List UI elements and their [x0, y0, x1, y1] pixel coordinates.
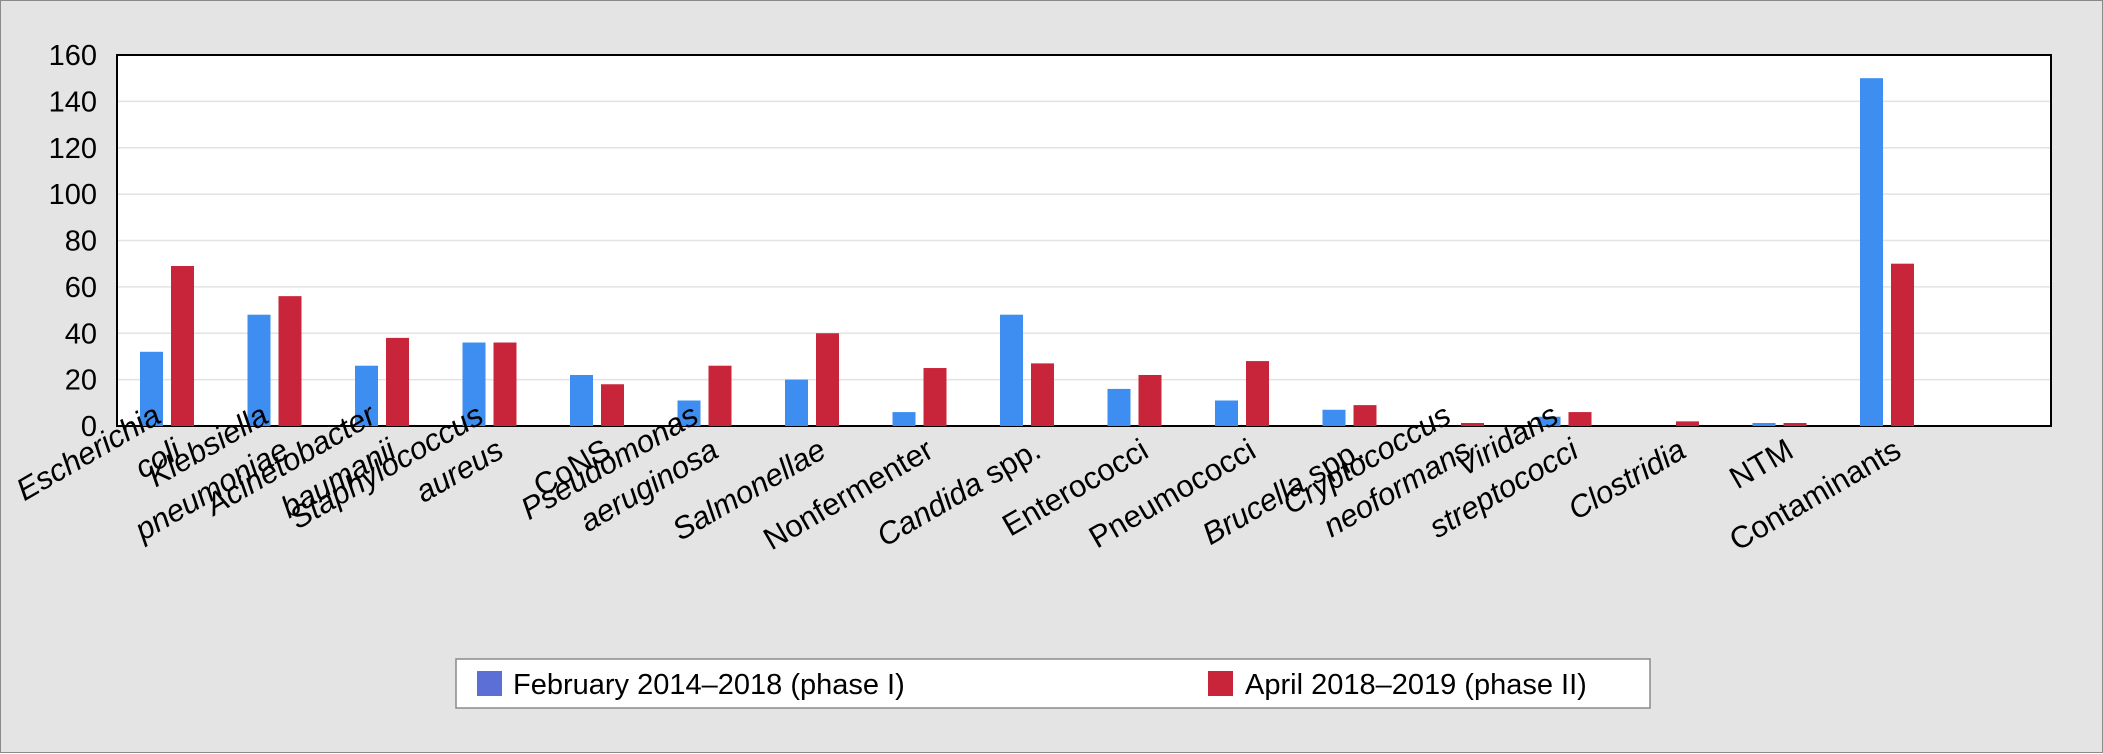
bar-phase-1	[570, 374, 593, 426]
legend-label-phase-1: February 2014–2018 (phase I)	[513, 669, 905, 701]
bar-phase-2	[1031, 363, 1054, 426]
y-tick-label: 80	[65, 226, 97, 258]
x-tick-label: NTM	[1723, 432, 1799, 496]
bar-phase-1	[1107, 388, 1131, 426]
legend-label-phase-2: April 2018–2019 (phase II)	[1245, 669, 1587, 701]
bar-phase-2	[708, 365, 732, 426]
y-tick-label: 100	[49, 179, 97, 211]
bar-phase-2	[1891, 263, 1914, 426]
bar-phase-1	[677, 400, 701, 426]
y-tick-label: 160	[49, 40, 97, 72]
bar-phase-2	[1783, 423, 1807, 426]
bar-phase-1	[140, 351, 163, 426]
y-tick-label: 120	[49, 133, 97, 165]
legend: February 2014–2018 (phase I) April 2018–…	[455, 658, 1651, 709]
legend-box	[455, 658, 1651, 709]
bar-phase-1	[355, 365, 378, 426]
bar-phase-1	[1000, 314, 1023, 426]
bar-phase-2	[1568, 412, 1592, 426]
bar-phase-2	[493, 342, 517, 426]
bar-phase-1	[1322, 409, 1346, 426]
bar-phase-1	[1215, 400, 1238, 426]
bar-phase-2	[278, 296, 302, 426]
bar-phase-1	[785, 379, 808, 426]
gridlines	[118, 100, 2050, 381]
x-tick-label-line: Clostridia	[1562, 432, 1691, 527]
bar-phase-2	[923, 368, 947, 426]
bar-phase-2	[1676, 421, 1699, 426]
bar-phase-2	[1353, 405, 1377, 426]
bar-phase-1	[1860, 78, 1883, 426]
x-tick-label-part: spp.	[971, 432, 1047, 496]
bar-phase-2	[816, 333, 839, 426]
bar-phase-2	[1138, 374, 1162, 426]
x-tick-label-part: Clostridia	[1562, 432, 1691, 527]
bar-phase-1	[1537, 416, 1561, 426]
y-axis: 0 20 40 60 80 100 120 140 160	[49, 40, 97, 443]
bar-phase-2	[386, 337, 409, 426]
y-tick-label: 60	[65, 272, 97, 304]
y-tick-label: 0	[81, 411, 97, 443]
bar-phase-2	[1246, 361, 1269, 426]
bar-phase-1	[892, 412, 916, 426]
bar-phase-1	[247, 314, 271, 426]
bar-phase-2	[1461, 423, 1484, 426]
y-tick-label: 140	[49, 86, 97, 118]
legend-swatch-phase-2	[1208, 671, 1233, 696]
x-tick-label-part: NTM	[1723, 432, 1799, 496]
x-tick-label: Clostridia	[1562, 432, 1691, 527]
bar-phase-1	[462, 342, 486, 426]
x-tick-label-line: NTM	[1723, 432, 1799, 496]
legend-swatch-phase-1	[477, 671, 502, 696]
bars	[140, 78, 1914, 426]
bar-phase-2	[601, 384, 624, 426]
bar-phase-2	[171, 266, 194, 426]
y-tick-label: 20	[65, 365, 97, 397]
y-tick-label: 40	[65, 318, 97, 350]
bar-phase-1	[1752, 423, 1776, 426]
